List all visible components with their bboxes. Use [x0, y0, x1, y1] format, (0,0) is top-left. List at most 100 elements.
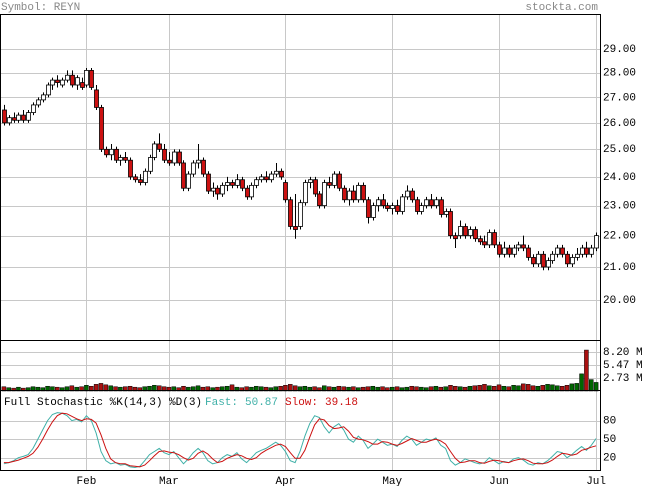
candle-body	[89, 70, 94, 88]
candle-body	[575, 253, 580, 258]
candle-body	[400, 196, 405, 212]
candle-body	[555, 247, 560, 255]
candle-body	[230, 182, 235, 186]
candle-body	[366, 199, 371, 218]
candle-body	[482, 241, 487, 246]
candle-body	[492, 232, 497, 246]
candle-body	[60, 79, 65, 86]
candle-body	[288, 199, 293, 227]
candle-body	[419, 205, 424, 212]
candle-body	[245, 187, 250, 198]
candle-body	[351, 190, 356, 201]
candle-body	[2, 109, 7, 124]
candle-body	[36, 99, 41, 106]
y-tick-label: 26.00	[603, 118, 636, 130]
candle-body	[186, 173, 191, 189]
marks-layer	[1, 68, 599, 469]
y-tick-label: 8.20 M	[603, 347, 643, 359]
candle-body	[502, 247, 507, 255]
candle-body	[279, 170, 284, 178]
candle-body	[342, 187, 347, 201]
candle-body	[395, 205, 400, 212]
y-tick-label: 29.00	[603, 44, 636, 56]
candle-body	[21, 114, 26, 121]
candle-body	[143, 170, 148, 183]
candle-body	[16, 114, 21, 121]
candle-body	[453, 235, 458, 240]
volume-bar	[569, 383, 575, 392]
candle-body	[133, 176, 138, 181]
candle-body	[264, 176, 269, 181]
candle-body	[516, 244, 521, 249]
candle-body	[240, 179, 245, 189]
candle-body	[123, 157, 128, 161]
x-tick-label: Mar	[159, 476, 179, 486]
y-tick-label: 5.47 M	[603, 360, 643, 372]
candle-body	[497, 244, 502, 255]
candle-body	[584, 247, 589, 255]
candle-body	[371, 205, 376, 218]
candle-body	[254, 179, 259, 186]
candle-body	[448, 211, 453, 237]
candle-body	[589, 247, 594, 255]
candle-body	[521, 244, 526, 249]
candle-body	[201, 159, 206, 175]
candle-body	[385, 205, 390, 209]
candle-body	[94, 89, 99, 108]
volume-bar	[579, 373, 584, 392]
candle-body	[381, 199, 386, 207]
candle-body	[70, 74, 75, 86]
candle-body	[172, 151, 177, 164]
volume-bar	[574, 383, 579, 392]
candle-body	[206, 173, 211, 192]
legend-name: Fast:	[205, 397, 238, 409]
candle-body	[313, 179, 318, 195]
stochastic-line	[3, 412, 597, 468]
candle-body	[463, 226, 468, 237]
volume-bar	[98, 383, 104, 392]
candle-body	[128, 159, 133, 178]
candle-body	[80, 82, 85, 88]
candle-body	[531, 257, 536, 265]
candle-body	[580, 247, 585, 255]
candle-body	[468, 229, 473, 237]
candle-body	[104, 148, 109, 156]
candle-body	[541, 253, 546, 268]
candle-body	[31, 104, 36, 113]
candle-body	[444, 211, 449, 215]
y-tick-label: 27.00	[603, 92, 636, 104]
candle-body	[434, 199, 439, 207]
candle-body	[114, 148, 119, 161]
candle-body	[376, 199, 381, 207]
y-tick-label: 80	[603, 416, 616, 428]
y-tick-label: 22.00	[603, 231, 636, 243]
y-tick-label: 21.00	[603, 262, 636, 274]
legend-value: 39.18	[325, 397, 358, 409]
y-tick-label: 24.00	[603, 172, 636, 184]
candle-body	[211, 187, 216, 192]
y-tick-label: 50	[603, 434, 616, 446]
symbol-label: Symbol: REYN	[1, 2, 80, 14]
candle-body	[424, 199, 429, 207]
y-tick-label: 23.00	[603, 201, 636, 213]
candle-body	[167, 159, 172, 164]
volume-bar	[584, 349, 589, 392]
candle-body	[473, 229, 478, 240]
candle-body	[303, 182, 308, 204]
y-tick-label: 25.00	[603, 144, 636, 156]
candle-body	[41, 94, 46, 101]
candle-body	[46, 84, 51, 96]
candle-body	[570, 257, 575, 265]
candle-body	[458, 226, 463, 237]
stochastic-line	[3, 412, 597, 469]
candle-body	[390, 205, 395, 209]
candle-body	[152, 143, 157, 158]
candle-body	[191, 162, 196, 175]
candle-body	[512, 247, 517, 255]
candle-body	[317, 193, 322, 207]
candle-body	[181, 162, 186, 189]
candle-body	[26, 112, 31, 121]
stochastic-title: Full Stochastic %K(14,3) %D(3)	[4, 397, 202, 409]
candle-body	[269, 173, 274, 181]
